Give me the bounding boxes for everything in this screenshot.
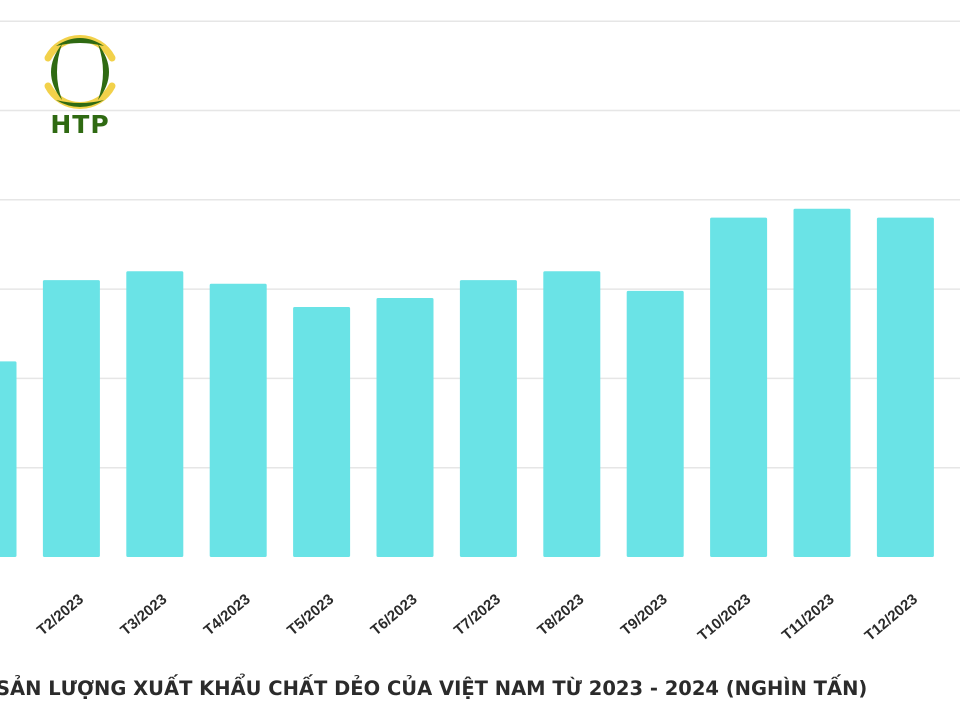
bar [543, 271, 601, 557]
bar [42, 280, 100, 557]
bar [459, 280, 517, 557]
x-tick-label: T7/2023 [451, 591, 504, 639]
bar [626, 290, 684, 557]
x-tick-label: T10/2023 [695, 591, 754, 645]
logo-text: HTP [50, 110, 109, 139]
x-tick-label: T9/2023 [618, 591, 671, 639]
bar [710, 217, 768, 557]
x-tick-label: T2/2023 [34, 591, 87, 639]
x-tick-label: T11/2023 [779, 591, 838, 644]
bar [376, 298, 434, 557]
bar [0, 361, 17, 557]
x-tick-label: T4/2023 [201, 591, 254, 639]
x-tick-label: T12/2023 [861, 591, 920, 645]
x-tick-label: T8/2023 [534, 591, 587, 639]
chart-caption: SẢN LƯỢNG XUẤT KHẨU CHẤT DẺO CỦA VIỆT NA… [0, 674, 867, 700]
logo-ring-icon [44, 35, 116, 109]
bar [126, 271, 184, 557]
x-tick-label: T6/2023 [367, 591, 420, 639]
x-tick-label: T3/2023 [117, 591, 170, 639]
bar [793, 208, 851, 558]
x-tick-label: T5/2023 [284, 591, 337, 639]
x-tick-labels: T2/2023 T3/2023 T4/2023 T5/2023 T6/2023 T7/20… [34, 591, 921, 645]
bar [293, 306, 351, 557]
bar [209, 283, 267, 557]
bars [0, 208, 934, 558]
htp-logo: HTP [44, 35, 116, 139]
bar [876, 217, 934, 557]
